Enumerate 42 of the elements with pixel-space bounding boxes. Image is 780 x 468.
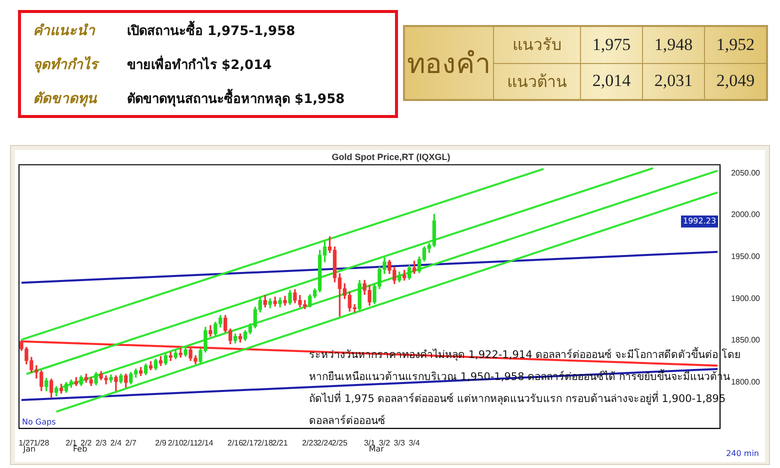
x-tick-label: 2/24 bbox=[317, 438, 334, 448]
category-label: แนวรับ bbox=[512, 35, 562, 54]
x-tick-label: 2/18 bbox=[257, 438, 274, 448]
category-label: จุดทำกำไร bbox=[33, 57, 98, 73]
annotation: 1992.23 bbox=[683, 216, 716, 226]
y-tick-label: 1900.00 bbox=[731, 294, 761, 303]
x-tick-label: 3/3 bbox=[394, 438, 406, 448]
x-tick-label: 2/11 bbox=[183, 438, 199, 448]
category-label: คำแนะนำ bbox=[33, 23, 95, 39]
text: 1,948 bbox=[654, 34, 693, 54]
x-tick-label: 2/23 bbox=[302, 438, 318, 448]
text: 1,952 bbox=[716, 34, 755, 54]
y-tick-label: 1850.00 bbox=[731, 336, 761, 345]
y-tick-label: 2000.00 bbox=[731, 210, 761, 220]
text: 2,031 bbox=[654, 71, 693, 90]
x-tick-label: 2/7 bbox=[125, 438, 137, 448]
x-tick-label: 2/17 bbox=[242, 438, 259, 448]
x-tick-label: 2/10 bbox=[168, 438, 184, 448]
x-tick-label: 2/9 bbox=[155, 438, 167, 448]
x-tick-label: 2/25 bbox=[332, 438, 348, 448]
y-tick-label: 1800.00 bbox=[731, 378, 761, 387]
x-tick-label: 3/4 bbox=[408, 438, 420, 448]
text: 240 min bbox=[726, 449, 759, 458]
text: ทองคำ bbox=[404, 26, 494, 100]
y-tick-label: 1950.00 bbox=[731, 252, 761, 262]
x-tick-label: 2/4 bbox=[110, 438, 122, 448]
annotation: No Gaps bbox=[22, 417, 56, 426]
x-tick-label: 2/3 bbox=[95, 438, 108, 448]
y-tick-label: 2050.00 bbox=[731, 168, 761, 178]
category-label: ตัดขาดทุน bbox=[33, 91, 97, 107]
category-label: แนวต้าน bbox=[507, 72, 567, 91]
x-tick-label: 2/14 bbox=[198, 438, 214, 448]
text: ขายเพื่อทำกำไร $2,014 bbox=[127, 58, 272, 72]
x-tick-label: 2/21 bbox=[272, 438, 288, 448]
text: 2,049 bbox=[716, 71, 755, 90]
x-tick-label: 1/28 bbox=[34, 438, 50, 448]
x-tick-label: 3/1 bbox=[364, 438, 376, 448]
text: 2,014 bbox=[592, 71, 631, 90]
x-tick-label: 3/2 bbox=[378, 438, 391, 448]
chart-title: Gold Spot Price,RT (IQXGL) bbox=[332, 152, 450, 162]
x-tick-label: 2/16 bbox=[228, 438, 244, 448]
text: 1,975 bbox=[592, 34, 631, 54]
